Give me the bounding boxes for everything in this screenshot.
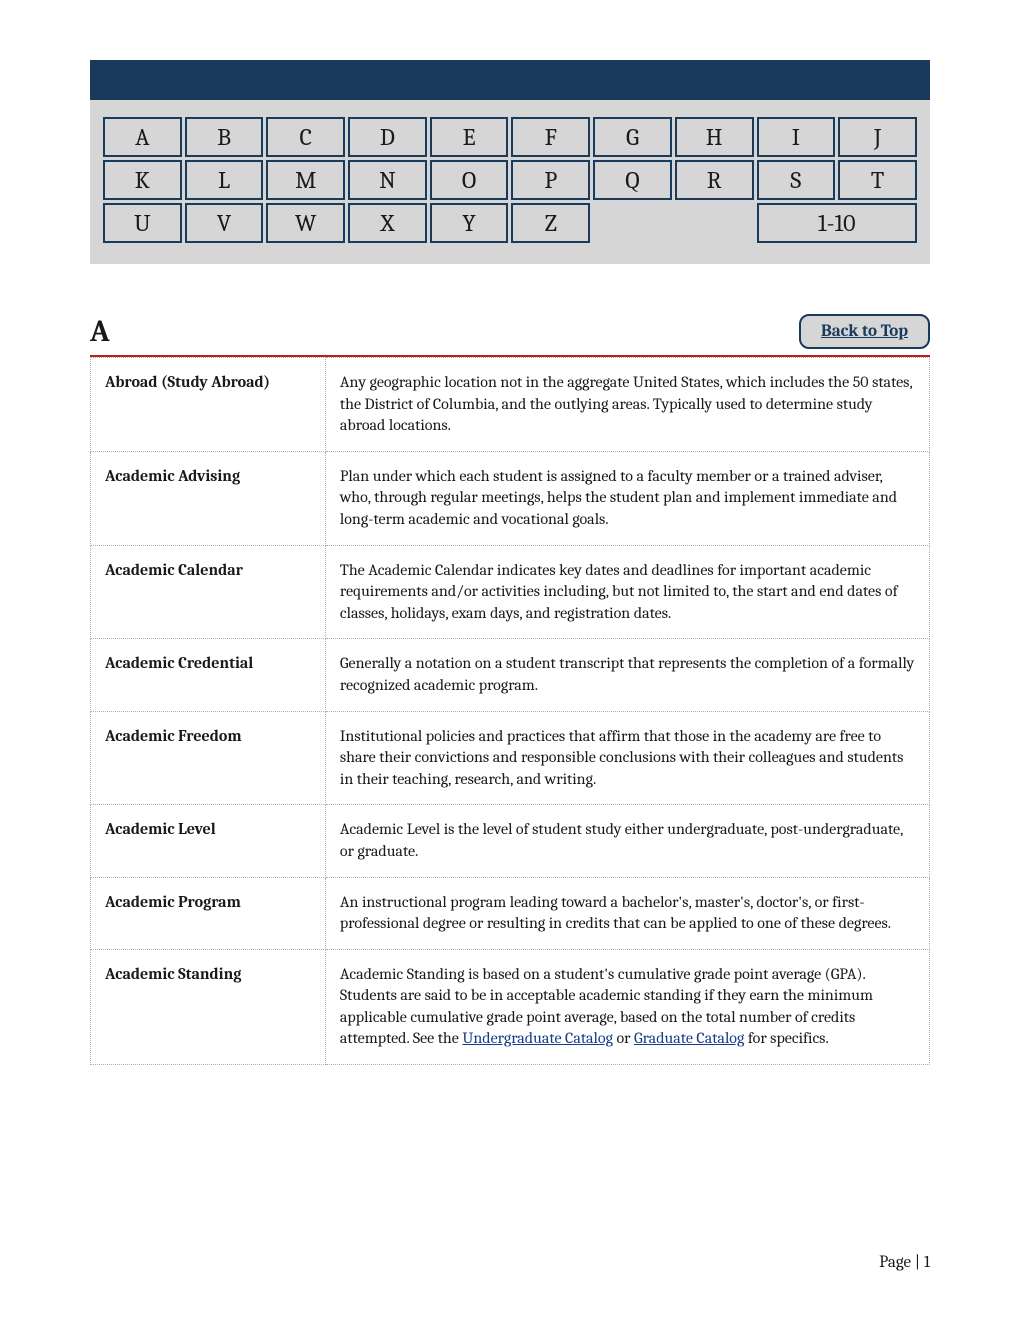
alpha-link-j[interactable]: J bbox=[838, 117, 917, 157]
definition: The Academic Calendar indicates key date… bbox=[325, 545, 929, 639]
link-undergraduate-catalog[interactable]: Undergraduate Catalog bbox=[462, 1029, 613, 1047]
alpha-link-a[interactable]: A bbox=[103, 117, 182, 157]
definition: Plan under which each student is assigne… bbox=[325, 451, 929, 545]
definition-row: Academic Level Academic Level is the lev… bbox=[91, 805, 930, 877]
alpha-link-i[interactable]: I bbox=[757, 117, 836, 157]
alpha-link-k[interactable]: K bbox=[103, 160, 182, 200]
term: Academic Calendar bbox=[91, 545, 326, 639]
alpha-row-2: K L M N O P Q R S T bbox=[103, 160, 917, 200]
definition: Institutional policies and practices tha… bbox=[325, 711, 929, 805]
definition: Academic Standing is based on a student'… bbox=[325, 949, 929, 1064]
definition: Any geographic location not in the aggre… bbox=[325, 358, 929, 452]
alpha-link-c[interactable]: C bbox=[266, 117, 345, 157]
definition-text-post: for specifics. bbox=[744, 1029, 828, 1047]
section-letter: A bbox=[90, 314, 110, 349]
alpha-link-l[interactable]: L bbox=[185, 160, 264, 200]
alpha-link-g[interactable]: G bbox=[593, 117, 672, 157]
alpha-link-t[interactable]: T bbox=[838, 160, 917, 200]
definition: Academic Level is the level of student s… bbox=[325, 805, 929, 877]
alpha-nav-table: A B C D E F G H I J K L M N O P Q R S bbox=[100, 114, 920, 246]
definition-row: Academic Freedom Institutional policies … bbox=[91, 711, 930, 805]
alpha-link-v[interactable]: V bbox=[185, 203, 264, 243]
alpha-link-s[interactable]: S bbox=[757, 160, 836, 200]
header-bar bbox=[90, 60, 930, 100]
alpha-link-u[interactable]: U bbox=[103, 203, 182, 243]
term: Academic Program bbox=[91, 877, 326, 949]
term: Academic Level bbox=[91, 805, 326, 877]
alpha-empty bbox=[593, 203, 753, 243]
alpha-link-x[interactable]: X bbox=[348, 203, 427, 243]
alpha-link-z[interactable]: Z bbox=[511, 203, 590, 243]
definition-row: Academic Program An instructional progra… bbox=[91, 877, 930, 949]
alpha-link-numeric[interactable]: 1-10 bbox=[757, 203, 918, 243]
section-header-row: A Back to Top bbox=[90, 314, 930, 349]
definition-row: Academic Credential Generally a notation… bbox=[91, 639, 930, 711]
alpha-link-y[interactable]: Y bbox=[430, 203, 509, 243]
alpha-link-h[interactable]: H bbox=[675, 117, 754, 157]
alpha-link-b[interactable]: B bbox=[185, 117, 264, 157]
alpha-link-q[interactable]: Q bbox=[593, 160, 672, 200]
definition: An instructional program leading toward … bbox=[325, 877, 929, 949]
term: Abroad (Study Abroad) bbox=[91, 358, 326, 452]
alpha-link-p[interactable]: P bbox=[511, 160, 590, 200]
term: Academic Freedom bbox=[91, 711, 326, 805]
definition-row: Academic Calendar The Academic Calendar … bbox=[91, 545, 930, 639]
definition-text-mid: or bbox=[613, 1029, 634, 1047]
alpha-link-m[interactable]: M bbox=[266, 160, 345, 200]
definition-row: Abroad (Study Abroad) Any geographic loc… bbox=[91, 358, 930, 452]
link-graduate-catalog[interactable]: Graduate Catalog bbox=[634, 1029, 744, 1047]
page-footer: Page | 1 bbox=[879, 1253, 930, 1272]
alpha-row-3: U V W X Y Z 1-10 bbox=[103, 203, 917, 243]
term: Academic Advising bbox=[91, 451, 326, 545]
alpha-link-o[interactable]: O bbox=[430, 160, 509, 200]
definitions-table: Abroad (Study Abroad) Any geographic loc… bbox=[90, 357, 930, 1065]
definition: Generally a notation on a student transc… bbox=[325, 639, 929, 711]
back-to-top-button[interactable]: Back to Top bbox=[799, 314, 930, 349]
term: Academic Standing bbox=[91, 949, 326, 1064]
alpha-row-1: A B C D E F G H I J bbox=[103, 117, 917, 157]
alpha-link-w[interactable]: W bbox=[266, 203, 345, 243]
alpha-link-f[interactable]: F bbox=[511, 117, 590, 157]
alpha-link-d[interactable]: D bbox=[348, 117, 427, 157]
definition-row: Academic Advising Plan under which each … bbox=[91, 451, 930, 545]
alpha-link-r[interactable]: R bbox=[675, 160, 754, 200]
alpha-link-e[interactable]: E bbox=[430, 117, 509, 157]
definition-row: Academic Standing Academic Standing is b… bbox=[91, 949, 930, 1064]
alpha-nav: A B C D E F G H I J K L M N O P Q R S bbox=[90, 100, 930, 264]
term: Academic Credential bbox=[91, 639, 326, 711]
alpha-link-n[interactable]: N bbox=[348, 160, 427, 200]
